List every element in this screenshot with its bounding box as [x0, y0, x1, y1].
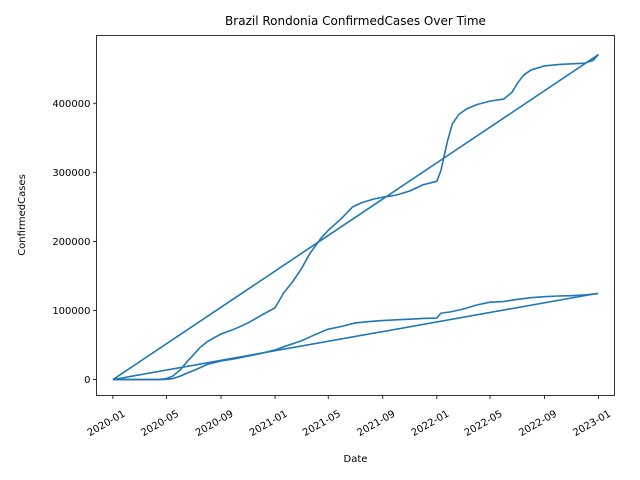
y-axis-title: ConfirmedCases: [17, 174, 28, 256]
y-tick-label: 200000: [52, 237, 90, 248]
series-line-3: [112, 292, 599, 381]
series-layer: [112, 54, 599, 381]
y-tick-label: 300000: [52, 168, 90, 179]
y-tick-label: 400000: [52, 99, 90, 110]
series-line-2: [112, 292, 599, 381]
x-axis-title: Date: [344, 454, 368, 465]
y-axis: 0 100000 200000 300000 400000: [52, 99, 97, 386]
series-line-1: [112, 54, 599, 381]
y-tick-label: 100000: [52, 306, 90, 317]
y-tick-label: 0: [84, 375, 90, 386]
axes-frame: [96, 35, 615, 396]
plot-area: [96, 35, 615, 396]
chart-title: Brazil Rondonia ConfirmedCases Over Time: [225, 14, 486, 28]
